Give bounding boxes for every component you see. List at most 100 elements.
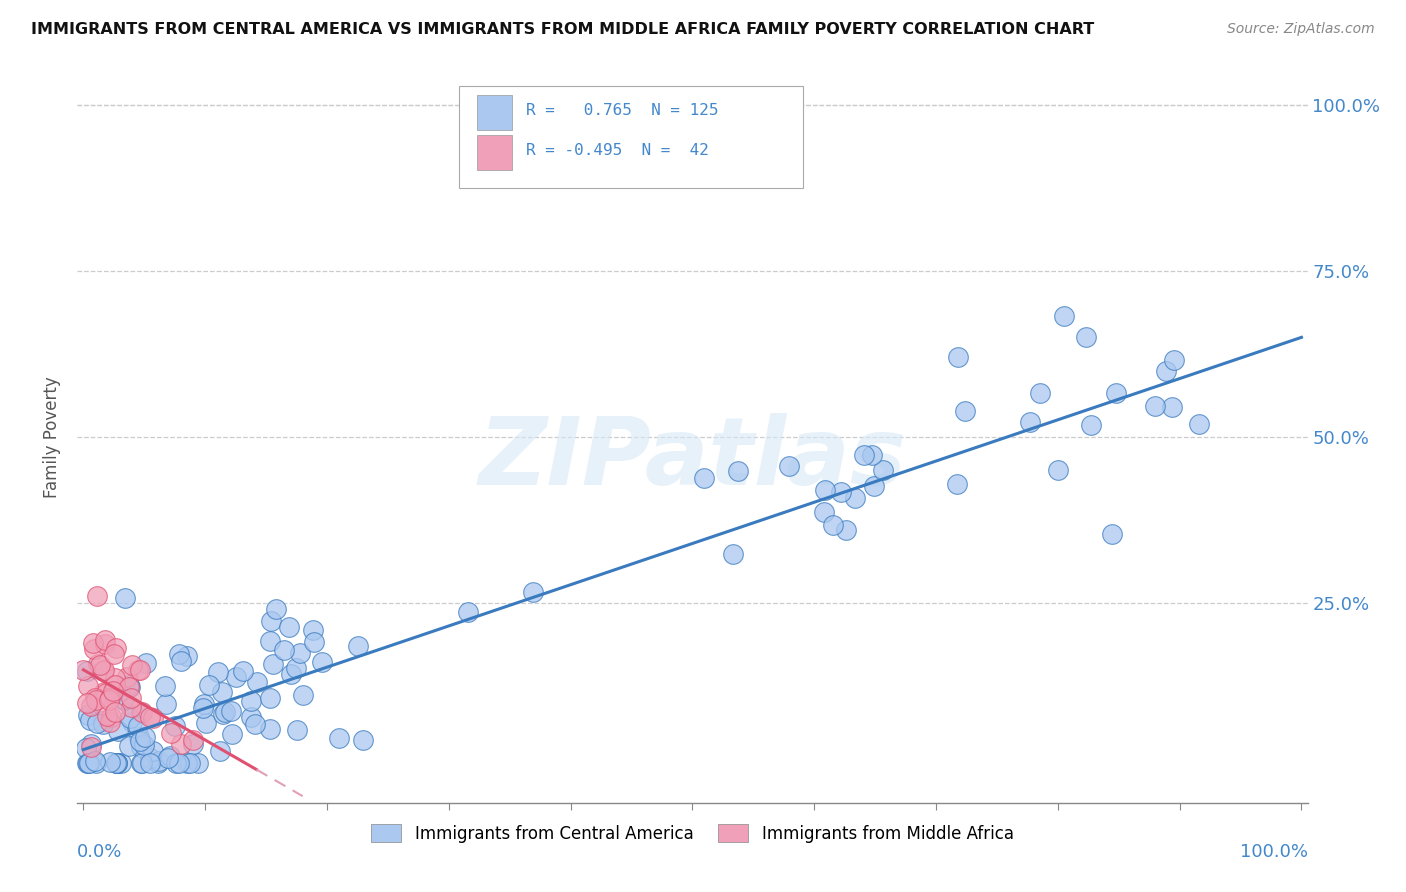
Point bbox=[84, 756, 107, 770]
Point bbox=[1053, 309, 1076, 323]
Point bbox=[1101, 526, 1123, 541]
Point bbox=[84, 754, 107, 768]
Point bbox=[212, 707, 235, 722]
Point bbox=[128, 663, 150, 677]
Legend: Immigrants from Central America, Immigrants from Middle Africa: Immigrants from Central America, Immigra… bbox=[364, 818, 1021, 849]
Point bbox=[280, 667, 302, 681]
Point bbox=[1188, 417, 1211, 432]
Point bbox=[1154, 364, 1177, 378]
Point bbox=[121, 714, 143, 729]
Point bbox=[835, 523, 858, 537]
Point bbox=[946, 476, 969, 491]
Text: Source: ZipAtlas.com: Source: ZipAtlas.com bbox=[1227, 22, 1375, 37]
Point bbox=[207, 665, 229, 679]
Point bbox=[84, 693, 107, 707]
Point bbox=[100, 710, 122, 724]
FancyBboxPatch shape bbox=[458, 86, 803, 188]
Point bbox=[117, 670, 139, 684]
Point bbox=[118, 680, 141, 694]
Point bbox=[211, 685, 233, 699]
Point bbox=[285, 723, 308, 737]
Point bbox=[129, 734, 152, 748]
Point bbox=[219, 704, 242, 718]
Point bbox=[245, 717, 267, 731]
Point bbox=[259, 690, 281, 705]
Point bbox=[76, 756, 98, 770]
Point bbox=[80, 698, 103, 713]
Point bbox=[1029, 386, 1052, 401]
Point bbox=[522, 585, 544, 599]
Point bbox=[112, 693, 135, 707]
Point bbox=[120, 700, 142, 714]
Point bbox=[104, 705, 127, 719]
Point bbox=[1018, 415, 1040, 429]
Point bbox=[946, 350, 969, 364]
Point bbox=[259, 722, 281, 736]
Point bbox=[302, 624, 325, 638]
Point bbox=[84, 690, 107, 705]
Point bbox=[176, 649, 198, 664]
Point bbox=[104, 640, 127, 655]
Point bbox=[860, 448, 883, 462]
Point bbox=[121, 657, 143, 672]
Point bbox=[101, 683, 124, 698]
Point bbox=[262, 657, 284, 671]
Point bbox=[259, 633, 281, 648]
Point bbox=[104, 671, 127, 685]
Point bbox=[75, 740, 97, 755]
Point bbox=[135, 657, 157, 671]
Text: R = -0.495  N =  42: R = -0.495 N = 42 bbox=[526, 143, 709, 158]
Point bbox=[80, 738, 103, 752]
Point bbox=[134, 730, 156, 744]
Point bbox=[194, 715, 217, 730]
Point bbox=[1080, 418, 1102, 433]
Point bbox=[273, 643, 295, 657]
Point bbox=[91, 664, 114, 678]
Point bbox=[160, 726, 183, 740]
FancyBboxPatch shape bbox=[477, 95, 512, 130]
Point bbox=[187, 756, 209, 770]
Point bbox=[139, 710, 162, 724]
Point bbox=[872, 463, 894, 477]
Point bbox=[1143, 399, 1166, 413]
Point bbox=[170, 654, 193, 668]
Point bbox=[1160, 400, 1182, 414]
Point bbox=[107, 724, 129, 739]
Point bbox=[76, 679, 98, 693]
Point bbox=[127, 719, 149, 733]
Point bbox=[232, 664, 254, 678]
Point bbox=[1105, 386, 1128, 401]
Point bbox=[181, 733, 204, 747]
Point bbox=[76, 696, 98, 710]
Point bbox=[165, 719, 187, 733]
Point bbox=[107, 756, 129, 770]
Point bbox=[98, 714, 121, 729]
Point bbox=[159, 749, 181, 764]
Point bbox=[139, 756, 162, 770]
Point bbox=[153, 679, 176, 693]
Point bbox=[120, 691, 142, 706]
Point bbox=[114, 591, 136, 605]
Point bbox=[260, 614, 283, 628]
Point bbox=[72, 663, 94, 677]
Point bbox=[863, 479, 886, 493]
Point bbox=[89, 657, 111, 672]
Point bbox=[94, 637, 117, 651]
Point bbox=[132, 738, 155, 752]
Point bbox=[953, 404, 976, 418]
Point bbox=[155, 697, 177, 711]
Point bbox=[1046, 463, 1069, 477]
Point bbox=[82, 636, 104, 650]
Point bbox=[148, 756, 170, 770]
Point bbox=[1076, 330, 1098, 344]
Point bbox=[821, 518, 844, 533]
Point bbox=[131, 756, 153, 770]
Point bbox=[118, 711, 141, 725]
Point bbox=[100, 756, 122, 770]
Point bbox=[131, 705, 153, 719]
Point bbox=[181, 737, 204, 751]
FancyBboxPatch shape bbox=[477, 135, 512, 170]
Point bbox=[353, 732, 375, 747]
Point bbox=[264, 601, 287, 615]
Point bbox=[165, 756, 187, 770]
